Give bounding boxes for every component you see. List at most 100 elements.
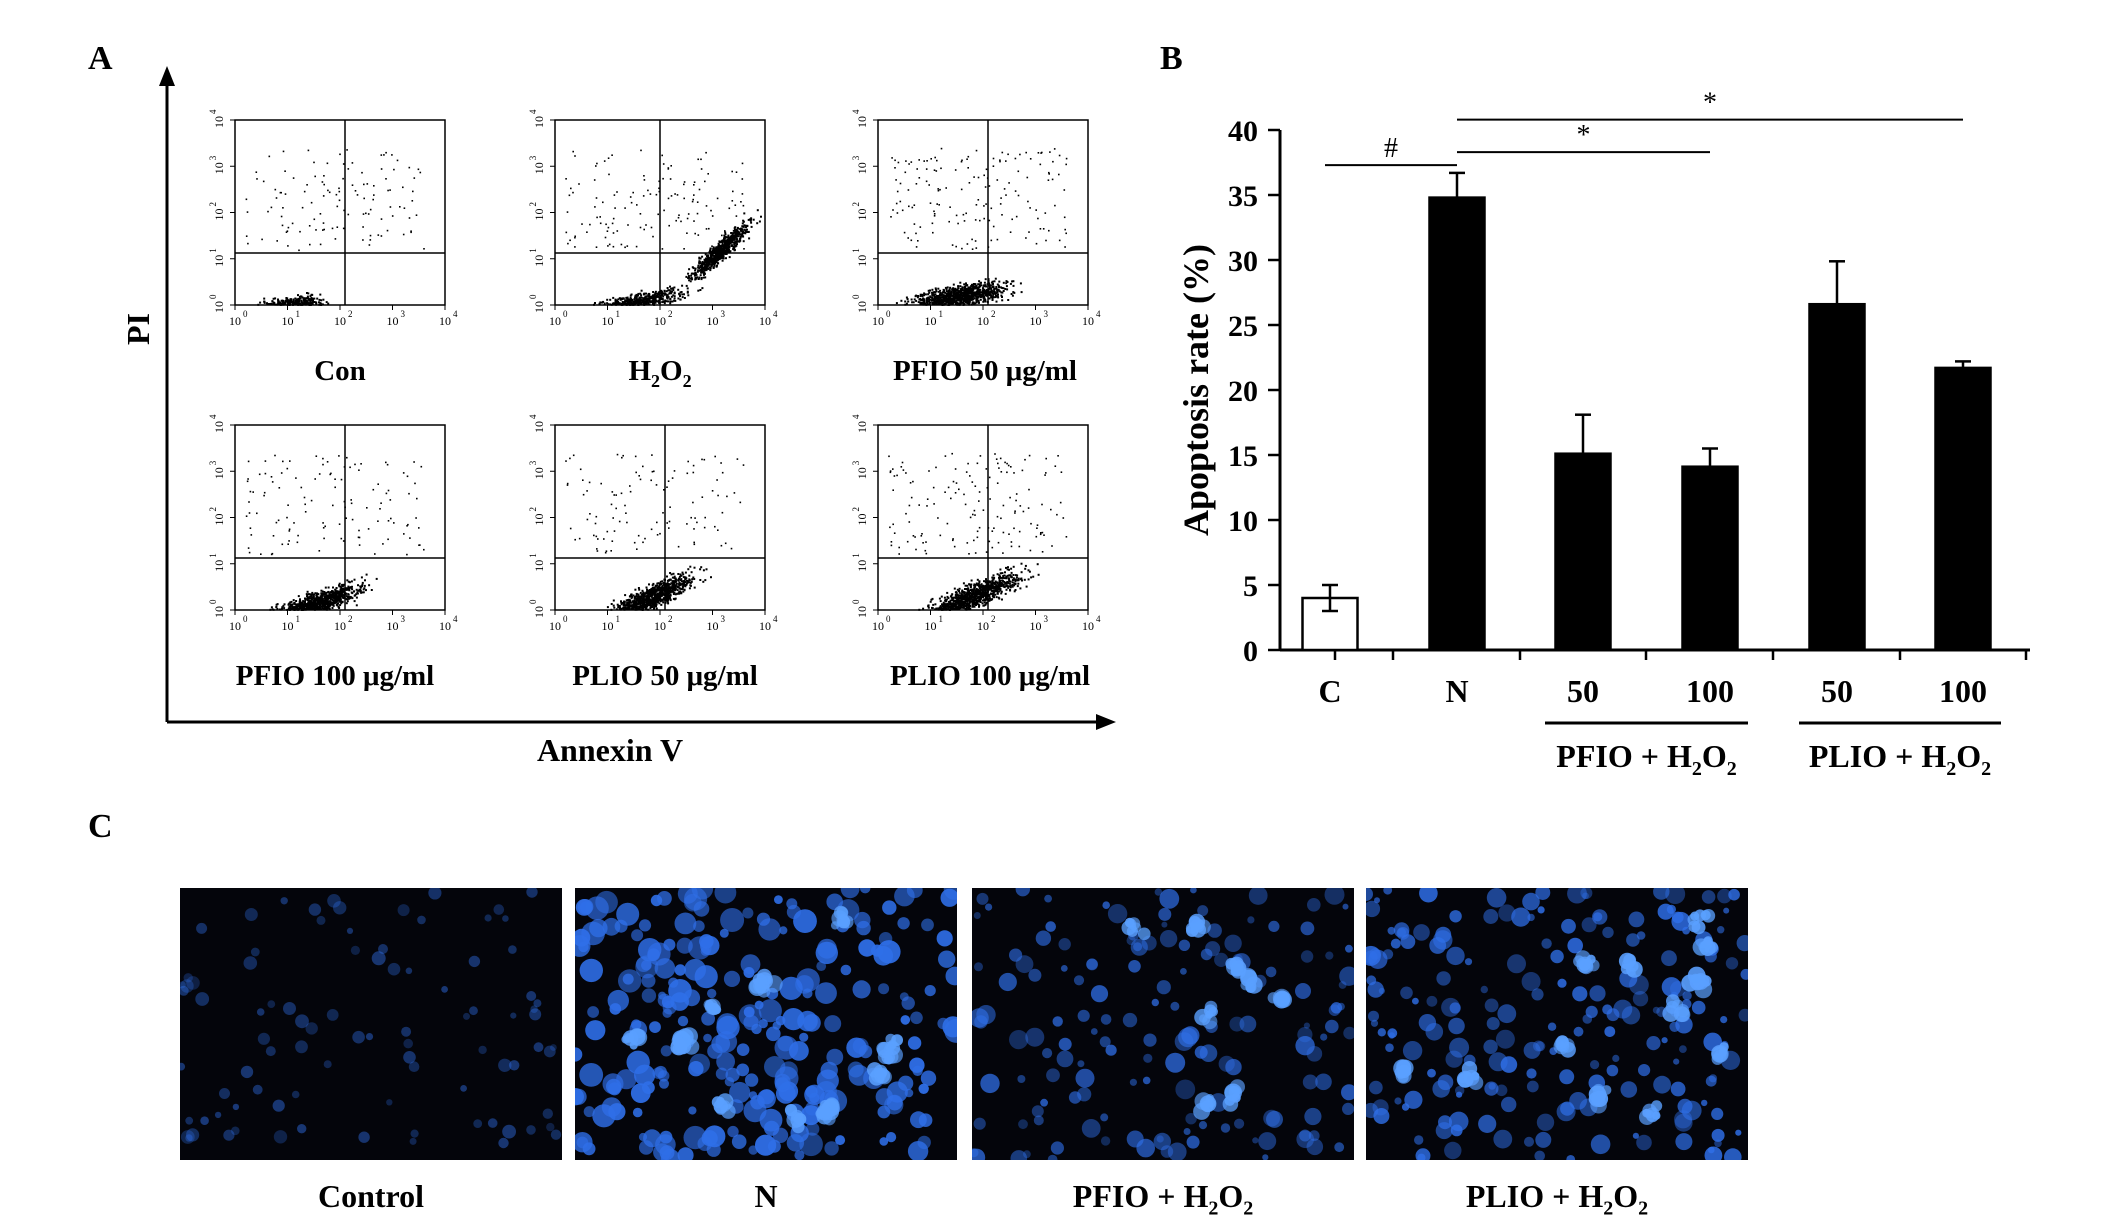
flow-y-tick-exponent: 4 xyxy=(528,109,538,114)
bar xyxy=(1808,302,1866,652)
panel-a-letter: A xyxy=(88,40,113,77)
micrograph-svg xyxy=(972,888,1354,1160)
flow-x-tick-label: 10 xyxy=(439,314,451,328)
flow-x-tick-exponent: 3 xyxy=(401,614,406,624)
apoptosis-bar-chart: 0 5 10 15 20 25 30 35 40 Apoptosis rate (%) C N 50 10… xyxy=(1150,60,2050,800)
flow-x-tick-label: 10 xyxy=(602,314,614,328)
flow-y-tick-label: 10 xyxy=(532,560,546,572)
flow-x-tick-exponent: 4 xyxy=(1096,309,1101,319)
flow-x-tick-exponent: 2 xyxy=(348,309,353,319)
x-category-label: 50 xyxy=(1567,673,1599,709)
flow-x-tick-label: 10 xyxy=(549,314,561,328)
y-tick-label: 35 xyxy=(1228,180,1258,213)
flow-x-tick-label: 10 xyxy=(925,314,937,328)
y-tick-label: 0 xyxy=(1243,635,1258,668)
flow-y-tick-exponent: 2 xyxy=(208,202,218,207)
flow-plot-plio50: 10 0 10 0 10 1 10 1 10 2 10 2 10 3 10 3 10 4 10 4 xyxy=(515,410,785,650)
flow-y-tick-label: 10 xyxy=(212,255,226,267)
flow-plot-h2o2: 10 0 10 0 10 1 10 1 10 2 10 2 10 3 10 3 10 4 10 4 xyxy=(515,105,785,345)
flow-x-tick-exponent: 0 xyxy=(243,614,248,624)
flow-y-tick-exponent: 0 xyxy=(208,599,218,604)
flow-x-tick-exponent: 1 xyxy=(939,309,944,319)
flow-y-axis-title: PI xyxy=(120,313,156,345)
flow-x-tick-label: 10 xyxy=(439,619,451,633)
flow-plot-pfio50: 10 0 10 0 10 1 10 1 10 2 10 2 10 3 10 3 10 4 10 4 xyxy=(838,105,1108,345)
flow-y-tick-label: 10 xyxy=(532,255,546,267)
nuclei xyxy=(180,888,562,1149)
flow-y-tick-label: 10 xyxy=(855,162,869,174)
flow-y-tick-label: 10 xyxy=(855,255,869,267)
flow-y-tick-exponent: 3 xyxy=(208,155,218,160)
flow-x-tick-exponent: 2 xyxy=(348,614,353,624)
flow-axes xyxy=(159,66,1116,730)
significance-symbol: * xyxy=(1577,120,1591,151)
flow-events xyxy=(245,149,425,306)
flow-plot-con: 10 0 10 0 10 1 10 1 10 2 10 2 10 3 10 3 10 4 10 4 xyxy=(195,105,465,345)
flow-y-tick-label: 10 xyxy=(212,606,226,618)
bar xyxy=(1554,452,1612,652)
flow-x-tick-label: 10 xyxy=(759,619,771,633)
flow-y-tick-exponent: 2 xyxy=(208,507,218,512)
flow-x-tick-label: 10 xyxy=(602,619,614,633)
micrograph-svg xyxy=(1366,888,1748,1160)
flow-plot-plio100: 10 0 10 0 10 1 10 1 10 2 10 2 10 3 10 3 10 4 10 4 xyxy=(838,410,1108,650)
micrograph-label-plio: PLIO + H2O2 xyxy=(1465,1178,1649,1220)
flow-y-tick-label: 10 xyxy=(212,162,226,174)
flow-y-tick-exponent: 0 xyxy=(528,294,538,299)
bar xyxy=(1428,196,1486,652)
y-tick-label: 25 xyxy=(1228,310,1258,343)
flow-plot-pfio100: 10 0 10 0 10 1 10 1 10 2 10 2 10 3 10 3 10 4 10 4 xyxy=(195,410,465,650)
flow-label-pfio50: PFIO 50 μg/ml xyxy=(893,355,1077,387)
flow-y-tick-label: 10 xyxy=(212,421,226,433)
micrograph-svg xyxy=(180,888,562,1149)
flow-y-tick-exponent: 1 xyxy=(208,553,218,558)
flow-y-tick-label: 10 xyxy=(855,514,869,526)
flow-y-tick-label: 10 xyxy=(212,209,226,221)
flow-x-tick-label: 10 xyxy=(229,619,241,633)
flow-y-tick-label: 10 xyxy=(855,467,869,479)
nuclei xyxy=(972,888,1354,1160)
flow-y-tick-exponent: 3 xyxy=(528,460,538,465)
micrograph-control xyxy=(180,888,562,1160)
y-axis-arrow-icon xyxy=(159,66,175,86)
nuclei xyxy=(575,888,957,1160)
micrograph-plio xyxy=(1366,888,1748,1160)
flow-label-h2o2: H2O2 xyxy=(628,355,692,391)
y-tick-label: 10 xyxy=(1228,505,1258,538)
flow-y-tick-label: 10 xyxy=(855,606,869,618)
flow-x-tick-exponent: 3 xyxy=(1044,614,1049,624)
y-tick-label: 5 xyxy=(1243,570,1258,603)
flow-x-tick-exponent: 2 xyxy=(991,614,996,624)
flow-x-axis-title: Annexin V xyxy=(536,732,684,768)
bar xyxy=(1681,465,1739,652)
flow-x-tick-exponent: 2 xyxy=(991,309,996,319)
flow-y-tick-label: 10 xyxy=(532,514,546,526)
flow-x-tick-exponent: 3 xyxy=(1044,309,1049,319)
flow-y-tick-label: 10 xyxy=(855,301,869,313)
flow-x-tick-label: 10 xyxy=(872,314,884,328)
flow-x-tick-exponent: 1 xyxy=(296,309,301,319)
flow-cytometry-panel: PI Annexin V 10 0 10 0 10 1 10 1 10 2 10 2 10 3 10 3 10 4… xyxy=(0,0,1140,790)
flow-y-tick-label: 10 xyxy=(532,606,546,618)
flow-x-tick-exponent: 0 xyxy=(243,309,248,319)
flow-y-tick-exponent: 1 xyxy=(528,553,538,558)
micrograph-pfio xyxy=(972,888,1354,1160)
group-label: PLIO + H2O2 xyxy=(1809,738,1991,780)
flow-x-tick-label: 10 xyxy=(334,619,346,633)
flow-y-tick-label: 10 xyxy=(855,560,869,572)
flow-y-tick-exponent: 0 xyxy=(528,599,538,604)
flow-y-tick-exponent: 4 xyxy=(208,414,218,419)
flow-x-tick-label: 10 xyxy=(872,619,884,633)
flow-x-tick-label: 10 xyxy=(1082,619,1094,633)
flow-x-tick-exponent: 0 xyxy=(886,614,891,624)
significance-symbol: # xyxy=(1384,133,1398,164)
flow-x-tick-label: 10 xyxy=(334,314,346,328)
flow-x-tick-label: 10 xyxy=(549,619,561,633)
flow-y-tick-label: 10 xyxy=(212,514,226,526)
flow-y-tick-exponent: 4 xyxy=(851,109,861,114)
micrograph-n xyxy=(575,888,957,1160)
flow-y-tick-exponent: 4 xyxy=(208,109,218,114)
flow-x-tick-label: 10 xyxy=(1030,619,1042,633)
flow-x-tick-exponent: 4 xyxy=(773,614,778,624)
